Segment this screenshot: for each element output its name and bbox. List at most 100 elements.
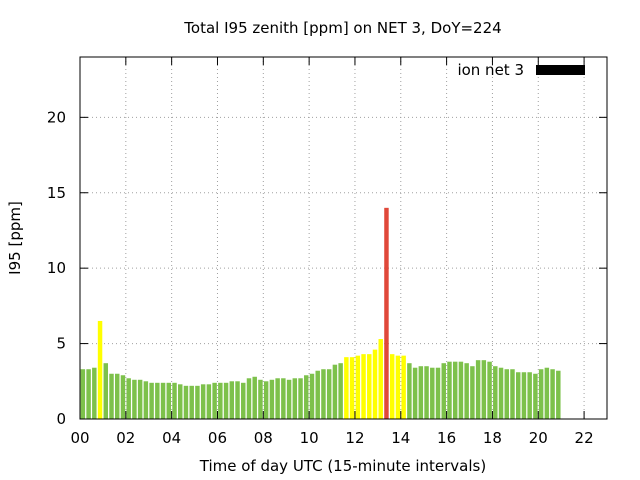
y-tick-label: 15: [47, 184, 66, 202]
bar: [298, 378, 303, 419]
bar: [464, 363, 469, 419]
bar: [200, 384, 206, 419]
bar: [355, 355, 361, 419]
x-tick-label: 02: [116, 429, 135, 447]
bar: [315, 370, 320, 419]
bar: [309, 373, 315, 419]
x-tick-label: 00: [70, 429, 89, 447]
bar: [412, 367, 418, 419]
bar: [126, 378, 131, 419]
bar: [155, 382, 160, 419]
bar: [389, 354, 395, 419]
grid-lines: [80, 57, 607, 419]
bar: [304, 375, 309, 419]
bar: [435, 367, 441, 419]
x-tick-label: 06: [208, 429, 227, 447]
bar: [120, 375, 126, 419]
bar: [384, 207, 389, 419]
bar: [275, 378, 280, 419]
bar: [361, 354, 366, 419]
y-tick-label: 5: [56, 335, 66, 353]
x-tick-label: 18: [483, 429, 502, 447]
bar: [263, 381, 269, 419]
bar: [252, 376, 257, 419]
bar: [515, 372, 521, 419]
bar: [229, 381, 235, 419]
bar: [533, 373, 538, 419]
x-tick-label: 22: [575, 429, 594, 447]
x-tick-label: 20: [529, 429, 548, 447]
bar: [378, 339, 383, 419]
bar: [149, 382, 154, 419]
bar: [166, 382, 172, 419]
bar: [424, 366, 429, 419]
bar: [80, 369, 86, 419]
bar: [109, 373, 114, 419]
bar: [349, 357, 355, 419]
bar: [235, 381, 240, 419]
bar: [452, 361, 458, 419]
bar: [143, 381, 149, 419]
bar: [418, 366, 424, 419]
bar: [401, 355, 406, 419]
bar: [470, 366, 475, 419]
bar: [223, 382, 229, 419]
bar: [441, 363, 446, 419]
bar: [292, 378, 298, 419]
bar: [538, 369, 544, 419]
bar: [527, 372, 532, 419]
bar: [458, 361, 464, 419]
x-tick-label: 10: [300, 429, 319, 447]
bar: [344, 357, 349, 419]
bar: [510, 369, 515, 419]
bar: [103, 363, 109, 419]
bar: [178, 384, 183, 419]
bar: [86, 369, 91, 419]
bar: [97, 320, 103, 419]
bar: [550, 369, 555, 419]
bar: [487, 361, 492, 419]
y-tick-label: 10: [47, 259, 66, 277]
x-tick-label: 12: [345, 429, 364, 447]
x-tick-label: 04: [162, 429, 181, 447]
bar: [544, 367, 550, 419]
x-axis-label: Time of day UTC (15-minute intervals): [199, 457, 486, 475]
bar: [132, 379, 137, 419]
bar: [258, 379, 263, 419]
bar: [246, 378, 252, 419]
bar: [212, 382, 217, 419]
x-tick-label: 08: [254, 429, 273, 447]
bar: [92, 367, 97, 419]
bar: [447, 361, 452, 419]
x-tick-label: 16: [437, 429, 456, 447]
bar: [183, 385, 189, 419]
bar: [521, 372, 527, 419]
bar: [556, 370, 561, 419]
y-tick-label: 0: [56, 410, 66, 428]
bar: [367, 354, 372, 419]
bar: [286, 379, 292, 419]
chart-title: Total I95 zenith [ppm] on NET 3, DoY=224: [183, 19, 501, 37]
bar: [321, 369, 326, 419]
bar: [498, 367, 504, 419]
bar: [395, 355, 401, 419]
bar: [218, 382, 223, 419]
bar: [407, 363, 412, 419]
bar: [269, 379, 275, 419]
y-axis-label: I95 [ppm]: [6, 201, 24, 275]
bar: [338, 363, 343, 419]
bar: [172, 382, 177, 419]
bar: [241, 382, 246, 419]
plot-frame: [79, 56, 608, 420]
tick-labels-group: 0 5 10 15 20 00 02 04 06 08 10 12 14 16 18 20 22: [47, 108, 594, 447]
x-tick-label: 14: [391, 429, 410, 447]
bar: [481, 360, 487, 419]
bar: [326, 369, 332, 419]
bar: [493, 366, 498, 419]
bar: [195, 385, 200, 419]
bar: [475, 360, 481, 419]
bars-group: [80, 207, 561, 419]
bar: [372, 349, 378, 419]
bar: [160, 382, 166, 419]
